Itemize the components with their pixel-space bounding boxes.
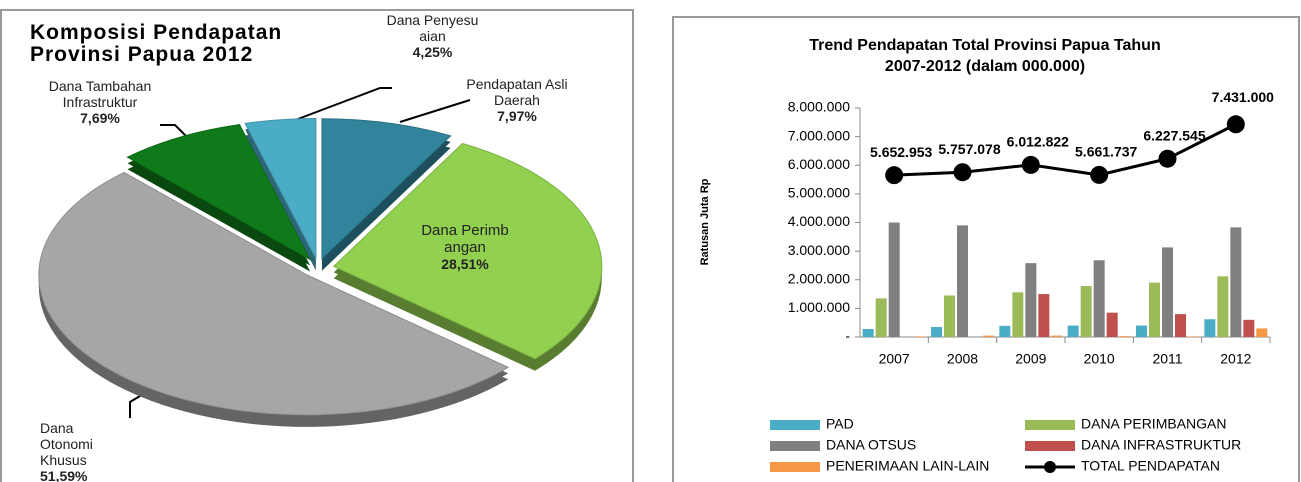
x-tick-label: 2009 bbox=[1015, 351, 1046, 367]
chart-title: Komposisi Pendapatan Provinsi Papua 2012 bbox=[30, 21, 283, 66]
y-axis-label: Ratusan Juta Rp bbox=[699, 178, 711, 265]
slice bbox=[244, 117, 317, 259]
x-tick-label: 2012 bbox=[1220, 351, 1251, 367]
bar bbox=[944, 295, 955, 337]
slice bbox=[332, 142, 603, 360]
bar bbox=[1025, 263, 1037, 337]
bar bbox=[1119, 336, 1131, 337]
slice-value: 51,59% bbox=[40, 468, 88, 482]
slice-label: Dana Perimbangan 28,51% bbox=[420, 222, 510, 273]
legend-swatch bbox=[770, 462, 820, 472]
line-marker bbox=[1158, 149, 1177, 168]
bar bbox=[1162, 247, 1173, 337]
bar bbox=[1080, 286, 1092, 337]
legend-label: PENERIMAAN LAIN-LAIN bbox=[826, 458, 989, 474]
legend-label: TOTAL PENDAPATAN bbox=[1081, 458, 1220, 474]
y-tick-label: 5.000.000 bbox=[788, 185, 850, 201]
bar bbox=[1243, 319, 1255, 337]
legend-swatch bbox=[1025, 441, 1075, 451]
x-tick-label: 2007 bbox=[879, 351, 910, 367]
slice-value: 28,51% bbox=[441, 256, 489, 272]
slice-name: Pendapatan Asli Daerah bbox=[466, 76, 568, 108]
title-line: Trend Pendapatan Total Provinsi Papua Ta… bbox=[809, 37, 1160, 54]
x-tick-label: 2008 bbox=[947, 351, 978, 367]
slice-label: Dana Tambahan Infrastruktur 7,69% bbox=[40, 78, 160, 126]
line-marker bbox=[885, 166, 904, 185]
line-marker bbox=[1021, 155, 1040, 174]
bar bbox=[1188, 336, 1199, 337]
bar bbox=[862, 328, 874, 337]
x-tick-label: 2011 bbox=[1152, 351, 1182, 367]
bar bbox=[931, 326, 942, 337]
bar bbox=[1204, 319, 1216, 337]
bar bbox=[999, 325, 1011, 337]
bar bbox=[914, 336, 926, 337]
bar bbox=[1256, 328, 1268, 337]
data-label: 6.227.545 bbox=[1143, 127, 1205, 143]
data-label: 5.757.078 bbox=[938, 141, 1000, 157]
legend-label: DANA INFRASTRUKTUR bbox=[1081, 437, 1241, 453]
right-panel bbox=[672, 16, 1300, 482]
y-tick-label: 6.000.000 bbox=[788, 156, 850, 172]
legend-label: PAD bbox=[826, 416, 854, 432]
bar bbox=[1067, 325, 1079, 337]
title-line: 2007-2012 (dalam 000.000) bbox=[885, 58, 1085, 75]
y-tick-label: 7.000.000 bbox=[788, 127, 850, 143]
chart-title: Trend Pendapatan Total Provinsi Papua Ta… bbox=[809, 37, 1160, 75]
bar bbox=[957, 225, 968, 337]
slice-label: Dana Penyesuaian 4,25% bbox=[385, 12, 480, 60]
data-label: 7.431.000 bbox=[1212, 89, 1274, 105]
data-label: 5.661.737 bbox=[1075, 144, 1137, 160]
y-tick-label: 1.000.000 bbox=[788, 299, 850, 315]
bar bbox=[875, 298, 887, 337]
slice-name: Dana Perimbangan bbox=[421, 222, 509, 256]
slice-name: Dana Otonomi Khusus bbox=[40, 420, 93, 468]
legend-swatch bbox=[770, 441, 820, 451]
line bbox=[894, 122, 1237, 177]
bar bbox=[1175, 314, 1186, 337]
line-marker bbox=[1090, 165, 1109, 184]
slice bbox=[321, 118, 452, 260]
legend-label: DANA PERIMBANGAN bbox=[1081, 416, 1226, 432]
legend-swatch bbox=[770, 420, 820, 430]
y-tick-label: 2.000.000 bbox=[788, 270, 850, 286]
slice bbox=[126, 124, 312, 261]
legend-label: DANA OTSUS bbox=[826, 437, 916, 453]
bar bbox=[1038, 294, 1050, 337]
line-marker bbox=[1226, 115, 1245, 134]
bar bbox=[1230, 227, 1242, 337]
y-tick-label: - bbox=[845, 328, 850, 344]
slice bbox=[38, 171, 510, 416]
slice-label: Dana Otonomi Khusus 51,59% bbox=[20, 420, 120, 482]
bar bbox=[888, 222, 900, 337]
y-tick-label: 3.000.000 bbox=[788, 242, 850, 258]
bar bbox=[1093, 260, 1105, 337]
bar bbox=[1106, 312, 1118, 337]
legend-swatch bbox=[1044, 461, 1056, 473]
bar bbox=[1217, 276, 1229, 337]
y-tick-label: 4.000.000 bbox=[788, 213, 850, 229]
bar bbox=[1136, 325, 1147, 337]
y-tick-label: 8.000.000 bbox=[788, 99, 850, 115]
bar bbox=[1051, 335, 1063, 337]
legend-swatch bbox=[1025, 420, 1075, 430]
slice-name: Dana Penyesuaian bbox=[386, 12, 479, 44]
slice-value: 7,97% bbox=[497, 108, 537, 124]
slice-value: 7,69% bbox=[80, 110, 120, 126]
slice-label: Pendapatan Asli Daerah 7,97% bbox=[462, 76, 572, 124]
data-label: 5.652.953 bbox=[870, 144, 932, 160]
slice-value: 4,25% bbox=[412, 44, 453, 60]
slice-name: Dana Tambahan Infrastruktur bbox=[48, 78, 152, 110]
bar bbox=[1149, 282, 1160, 337]
x-tick-label: 2010 bbox=[1084, 351, 1115, 367]
bar bbox=[983, 335, 994, 337]
line-marker bbox=[953, 163, 972, 182]
bar bbox=[1012, 292, 1024, 337]
data-label: 6.012.822 bbox=[1007, 134, 1069, 150]
